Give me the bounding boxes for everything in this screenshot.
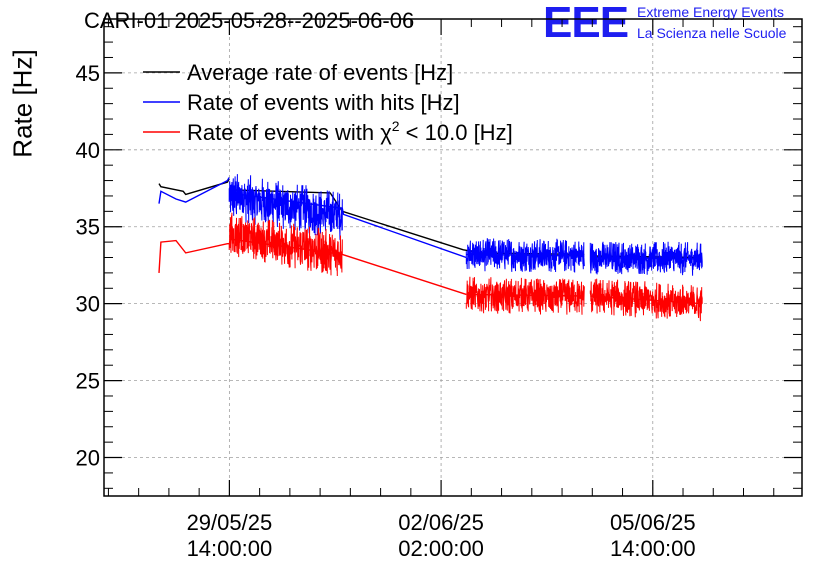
series-1 bbox=[158, 174, 703, 276]
series-line bbox=[158, 178, 230, 196]
legend: Average rate of events [Hz] Rate of event… bbox=[143, 60, 513, 145]
x-tick-time: 02:00:00 bbox=[398, 536, 484, 561]
series-noise-band bbox=[589, 241, 703, 276]
series-noise-band bbox=[228, 212, 343, 277]
x-tick-date: 05/06/25 bbox=[610, 510, 696, 535]
legend-label: Average rate of events [Hz] bbox=[187, 60, 453, 85]
legend-label: Rate of events with χ2 < 10.0 [Hz] bbox=[187, 118, 513, 145]
legend-label: Rate of events with hits [Hz] bbox=[187, 90, 460, 115]
series-noise-band bbox=[589, 278, 703, 322]
series-noise-band bbox=[465, 238, 585, 273]
y-tick-label: 25 bbox=[76, 369, 100, 394]
eee-logo: EEE bbox=[543, 0, 629, 47]
logo-subtitle-1: Extreme Energy Events bbox=[637, 4, 785, 20]
series-line bbox=[158, 177, 230, 204]
y-tick-label: 40 bbox=[76, 138, 100, 163]
logo-subtitle-2: La Scienza nelle Scuole bbox=[637, 25, 787, 41]
x-tick-date: 29/05/25 bbox=[187, 510, 273, 535]
y-tick-label: 20 bbox=[76, 446, 100, 471]
series-noise-band bbox=[228, 174, 343, 240]
grid-lines bbox=[104, 19, 802, 496]
y-tick-label: 45 bbox=[76, 61, 100, 86]
x-tick-time: 14:00:00 bbox=[610, 536, 696, 561]
series-noise-band bbox=[465, 276, 585, 315]
axis-ticks: 20253035404529/05/2514:00:0002/06/2502:0… bbox=[76, 19, 802, 561]
y-tick-label: 30 bbox=[76, 292, 100, 317]
x-tick-date: 02/06/25 bbox=[398, 510, 484, 535]
series-layer bbox=[158, 174, 703, 322]
y-tick-label: 35 bbox=[76, 215, 100, 240]
x-tick-time: 14:00:00 bbox=[187, 536, 273, 561]
series-line bbox=[158, 239, 230, 273]
series-2 bbox=[158, 212, 703, 322]
